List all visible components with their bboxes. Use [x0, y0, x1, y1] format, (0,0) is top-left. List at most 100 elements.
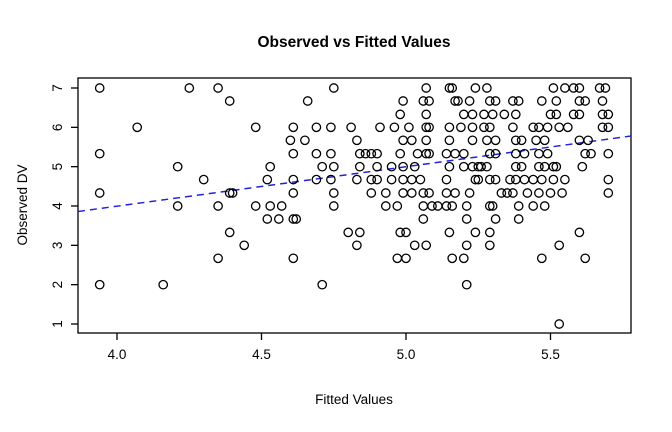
data-point: [456, 122, 466, 133]
data-point: [375, 122, 385, 133]
data-point: [418, 188, 429, 198]
data-point: [288, 174, 299, 185]
data-point: [476, 161, 486, 172]
data-point: [467, 135, 478, 146]
data-point: [386, 161, 397, 172]
data-point: [548, 161, 559, 172]
data-point: [366, 148, 377, 159]
data-point: [528, 201, 539, 211]
data-point: [224, 188, 235, 198]
data-point: [311, 148, 322, 159]
chart-title: Observed vs Fitted Values: [258, 34, 451, 51]
data-point: [412, 148, 423, 159]
data-point: [352, 240, 362, 251]
data-point: [421, 83, 432, 93]
data-point: [94, 279, 105, 290]
data-point: [534, 148, 544, 159]
data-point: [473, 174, 484, 185]
data-point: [380, 201, 391, 211]
data-point: [508, 96, 518, 106]
data-point: [461, 279, 472, 290]
data-point: [461, 201, 472, 211]
y-tick-label: 6: [50, 124, 65, 132]
data-point: [418, 201, 429, 211]
data-point: [354, 161, 365, 172]
data-point: [600, 83, 611, 93]
data-point: [516, 135, 527, 146]
data-point: [510, 148, 521, 159]
data-point: [482, 161, 492, 172]
data-point: [172, 201, 183, 211]
data-point: [490, 174, 501, 185]
data-point: [265, 201, 276, 211]
data-point: [444, 161, 455, 172]
data-point: [447, 83, 458, 93]
data-point: [389, 122, 400, 133]
data-point: [421, 135, 432, 146]
data-point: [470, 174, 481, 185]
data-point: [464, 96, 475, 106]
data-point: [586, 148, 596, 159]
data-point: [406, 188, 417, 198]
data-point: [421, 122, 432, 133]
data-point: [262, 214, 273, 224]
data-point: [265, 161, 276, 172]
data-point: [510, 109, 521, 120]
data-point: [534, 188, 544, 198]
data-point: [184, 83, 195, 93]
data-point: [461, 240, 472, 251]
data-point: [172, 161, 183, 172]
data-point: [444, 122, 455, 133]
x-tick-label: 5.0: [397, 347, 416, 362]
data-point: [545, 188, 556, 198]
data-point: [464, 188, 475, 198]
data-point: [398, 161, 408, 172]
y-axis-ticks: 1 2 3 4 5 6 7: [50, 84, 78, 328]
x-axis-ticks: 4.0 4.5 5.0 5.5: [108, 333, 560, 362]
data-point: [502, 188, 512, 198]
data-point: [603, 188, 614, 198]
data-point: [424, 96, 434, 106]
identity-trend-line: [77, 135, 632, 213]
data-point: [302, 96, 313, 106]
data-point: [484, 240, 495, 251]
data-point: [536, 174, 547, 185]
data-point: [447, 253, 458, 264]
data-point: [513, 201, 524, 211]
y-tick-label: 1: [50, 320, 65, 328]
data-point: [372, 161, 382, 172]
data-point: [288, 214, 299, 224]
data-point: [404, 122, 414, 133]
data-point: [560, 174, 570, 185]
data-point: [444, 83, 455, 93]
data-points: [94, 83, 614, 329]
data-point: [470, 227, 481, 238]
data-point: [528, 174, 539, 185]
data-point: [568, 109, 579, 120]
data-point: [213, 83, 223, 93]
x-tick-label: 4.0: [108, 347, 127, 362]
data-point: [447, 201, 458, 211]
data-point: [479, 109, 489, 120]
data-point: [311, 122, 322, 133]
data-point: [467, 122, 478, 133]
data-point: [510, 135, 521, 146]
data-point: [574, 83, 585, 93]
data-point: [458, 161, 469, 172]
data-point: [366, 188, 377, 198]
data-point: [505, 174, 515, 185]
data-point: [94, 188, 105, 198]
data-point: [482, 135, 492, 146]
data-point: [444, 227, 455, 238]
data-point: [354, 227, 365, 238]
data-point: [603, 122, 614, 133]
data-point: [427, 201, 437, 211]
data-point: [372, 148, 382, 159]
data-point: [522, 188, 533, 198]
data-point: [300, 135, 310, 146]
data-point: [198, 174, 209, 185]
data-point: [432, 201, 443, 211]
data-point: [594, 83, 605, 93]
data-point: [352, 174, 362, 185]
data-point: [421, 240, 432, 251]
